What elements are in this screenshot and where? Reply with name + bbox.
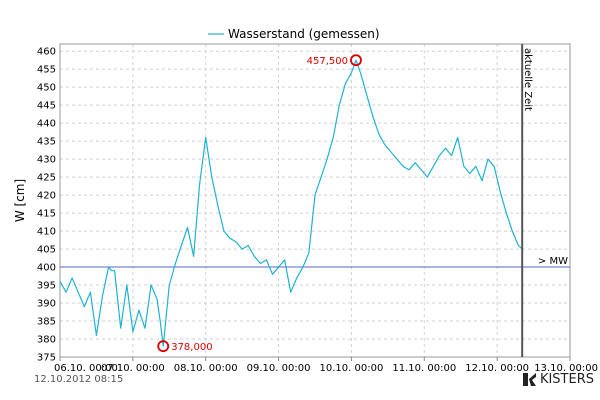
y-tick-label: 445 xyxy=(37,101,56,112)
extreme-marker-min xyxy=(157,340,170,353)
x-tick-label: 13.10. 00:00 xyxy=(534,363,598,374)
reference-line-label: > MW xyxy=(538,256,568,267)
current-time-label: aktuelle Zeit xyxy=(522,48,533,111)
y-tick-label: 375 xyxy=(37,353,56,364)
legend-label: Wasserstand (gemessen) xyxy=(228,27,380,41)
y-tick-label: 460 xyxy=(37,47,56,58)
reference-line-group: > MW xyxy=(60,256,570,268)
extreme-label-max: 457,500 xyxy=(307,56,348,67)
y-axis-label: W [cm] xyxy=(13,179,27,222)
series-line-wasserstand xyxy=(59,59,523,347)
plot-frame xyxy=(59,43,571,358)
kisters-logo-icon xyxy=(522,373,536,386)
y-tick-label: 415 xyxy=(37,209,56,220)
x-tick-label: 07.10. 00:00 xyxy=(101,363,165,374)
y-tick-label: 410 xyxy=(37,227,56,238)
footer-timestamp: 12.10.2012 08:15 xyxy=(34,374,124,385)
y-tick-label: 385 xyxy=(37,317,56,328)
kisters-logo: KISTERS xyxy=(522,372,594,387)
y-tick-label: 435 xyxy=(37,137,56,148)
x-tick-label: 11.10. 00:00 xyxy=(392,363,456,374)
y-tick-label: 425 xyxy=(37,173,56,184)
extremes-group: 378,000 457,500 xyxy=(157,54,362,353)
kisters-logo-text: KISTERS xyxy=(539,372,594,387)
x-tick-label: 08.10. 00:00 xyxy=(174,363,238,374)
legend: Wasserstand (gemessen) xyxy=(208,27,380,41)
x-tick-label: 09.10. 00:00 xyxy=(247,363,311,374)
y-tick-label: 380 xyxy=(37,335,56,346)
series-group xyxy=(59,59,523,347)
current-time-group: aktuelle Zeit xyxy=(521,44,533,357)
y-tick-label: 420 xyxy=(37,191,56,202)
y-tick-label: 405 xyxy=(37,245,56,256)
y-tick-label: 400 xyxy=(37,263,56,274)
y-tick-label: 395 xyxy=(37,281,56,292)
y-tick-label: 440 xyxy=(37,119,56,130)
y-tick-label: 430 xyxy=(37,155,56,166)
y-tick-label: 450 xyxy=(37,83,56,94)
y-tick-label: 455 xyxy=(37,65,56,76)
x-tick-label: 12.10. 00:00 xyxy=(465,363,529,374)
y-tick-labels: 375 380 385 390 395 400 405 410 415 420 425 430 435 4… xyxy=(37,47,56,364)
x-tick-label: 10.10. 00:00 xyxy=(320,363,384,374)
x-tick-label: 06.10. 00:00 xyxy=(54,363,118,374)
extreme-marker-max xyxy=(350,54,362,67)
y-tick-label: 390 xyxy=(37,299,56,310)
grid-lines xyxy=(59,44,571,361)
extreme-label-min: 378,000 xyxy=(171,342,212,353)
